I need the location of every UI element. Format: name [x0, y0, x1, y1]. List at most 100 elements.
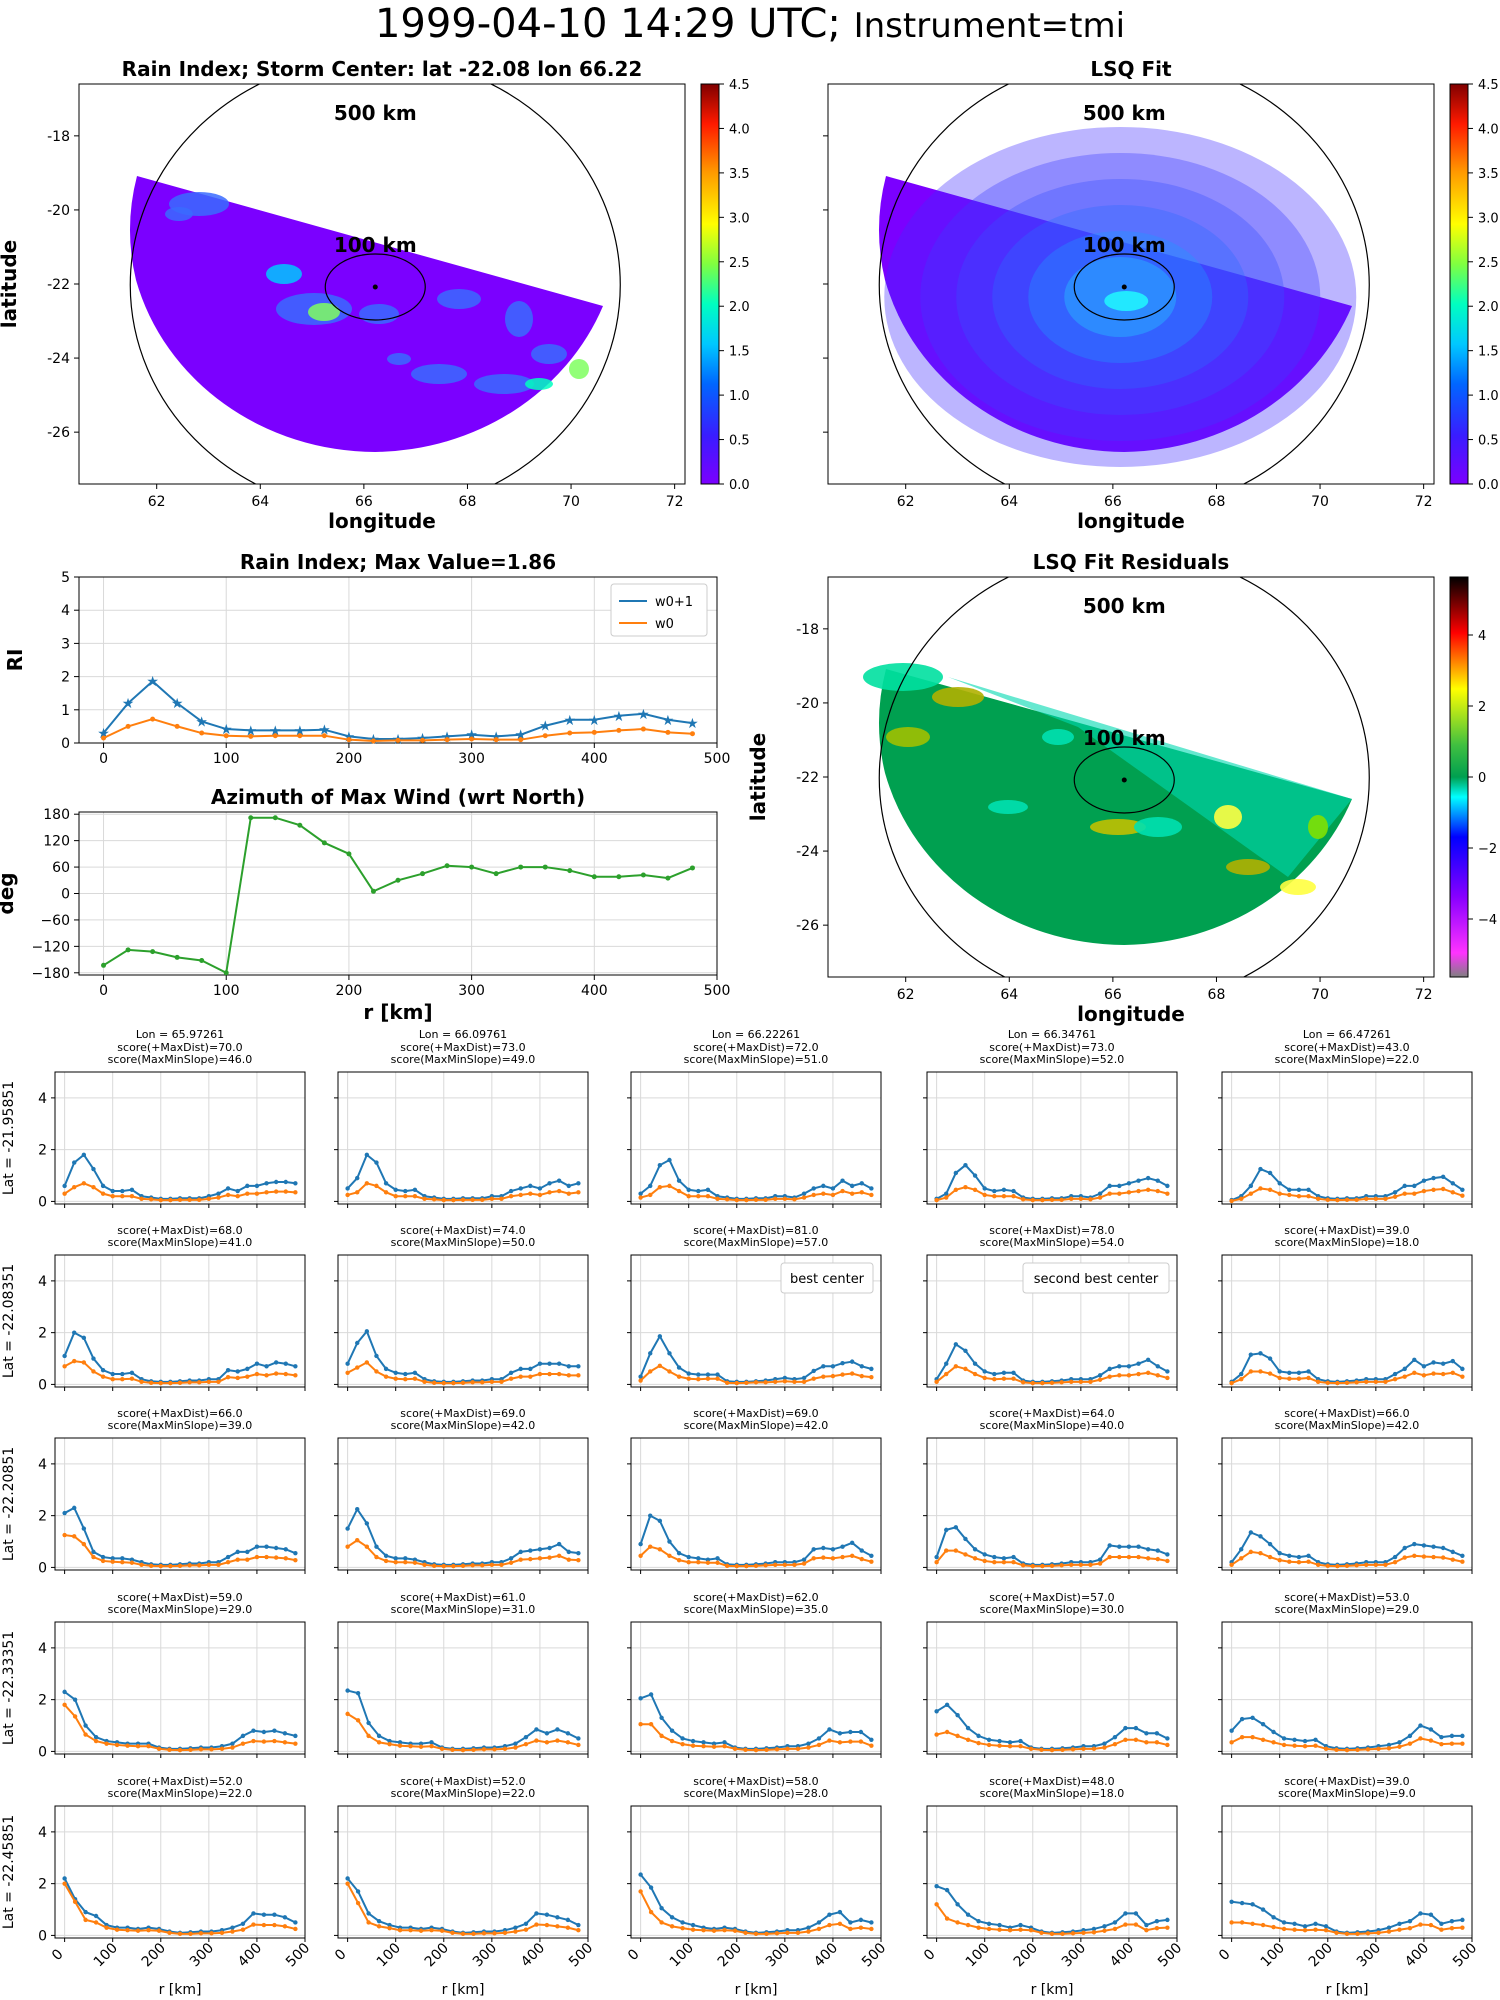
data-point	[537, 1556, 543, 1561]
data-point	[734, 1197, 739, 1203]
data-point	[1292, 1743, 1297, 1748]
data-point	[364, 1329, 370, 1334]
data-point	[1364, 1196, 1369, 1202]
map-plot-area	[878, 84, 1370, 484]
panel-frame	[1221, 1071, 1473, 1205]
data-point	[1011, 1188, 1016, 1194]
data-point	[1107, 1374, 1112, 1379]
data-point	[355, 1690, 361, 1696]
data-point	[1397, 1744, 1402, 1749]
data-point	[225, 1554, 231, 1560]
data-point	[508, 1376, 514, 1381]
data-point	[782, 1196, 788, 1202]
data-point	[1431, 1187, 1436, 1192]
data-point	[1049, 1563, 1055, 1569]
data-point	[849, 1191, 855, 1196]
score-maxminslope: score(MaxMinSlope)=35.0	[684, 1603, 829, 1616]
data-point	[223, 970, 229, 976]
data-point	[848, 1729, 853, 1735]
data-point	[840, 1372, 845, 1377]
data-point	[753, 1747, 759, 1753]
data-point	[460, 1931, 466, 1937]
data-point	[1011, 1194, 1016, 1199]
data-point	[955, 1920, 960, 1925]
data-point	[753, 1563, 759, 1569]
data-point	[1325, 1380, 1330, 1386]
data-point: ★	[97, 726, 110, 742]
data-point	[91, 1356, 96, 1361]
data-point	[534, 1738, 539, 1743]
x-tick-label: 300	[470, 1940, 500, 1970]
ring-500km-label: 500 km	[334, 101, 417, 125]
score-maxminslope: score(MaxMinSlope)=54.0	[980, 1236, 1125, 1249]
data-point	[976, 1918, 981, 1924]
data-point	[934, 1902, 939, 1907]
data-point	[1428, 1922, 1434, 1928]
data-point	[1126, 1181, 1132, 1186]
data-point	[125, 1928, 130, 1933]
data-point	[248, 815, 254, 821]
data-point	[1081, 1930, 1086, 1936]
data-point	[859, 1181, 864, 1186]
data-point: ★	[686, 716, 699, 732]
score-maxdist: score(+MaxDist)=59.0	[117, 1591, 242, 1604]
data-point	[197, 1197, 202, 1203]
data-point	[997, 1738, 1002, 1744]
y-tick-label: -22	[47, 277, 70, 293]
data-point: ★	[171, 696, 184, 712]
data-point	[534, 1911, 539, 1916]
data-point	[711, 1744, 717, 1749]
data-point	[858, 1739, 864, 1744]
data-point	[1145, 1370, 1151, 1375]
data-point	[774, 1747, 780, 1752]
residual-cell	[1308, 815, 1328, 839]
data-point	[567, 730, 573, 736]
data-point	[345, 1881, 350, 1886]
data-point	[1102, 1924, 1107, 1929]
storm-center-marker	[1121, 777, 1127, 783]
data-point	[1112, 1741, 1118, 1747]
data-point	[1334, 1930, 1339, 1936]
data-point	[1239, 1196, 1244, 1202]
y-tick-label: 5	[61, 570, 70, 586]
data-point	[345, 1192, 350, 1198]
data-point	[480, 1380, 485, 1385]
panel-frame	[630, 1437, 882, 1571]
data-point	[544, 1731, 550, 1736]
data-point	[576, 1557, 581, 1563]
score-maxminslope: score(MaxMinSlope)=39.0	[108, 1419, 253, 1432]
x-axis-label: r [km]	[1031, 1982, 1074, 1998]
data-point	[139, 1562, 144, 1568]
data-point	[1133, 1737, 1139, 1742]
data-point	[576, 1364, 581, 1369]
data-point	[801, 1561, 807, 1566]
ring-500km-label: 500 km	[1083, 101, 1166, 125]
x-tick-label: 400	[1402, 1940, 1432, 1970]
candidate-panel: score(+MaxDist)=62.0score(MaxMinSlope)=3…	[627, 1591, 882, 1758]
data-point	[1059, 1563, 1064, 1568]
data-point	[1248, 1549, 1254, 1555]
data-point	[638, 1378, 643, 1383]
data-point	[1440, 1545, 1446, 1551]
data-point	[934, 1560, 939, 1565]
data-point	[235, 1557, 240, 1562]
data-point	[513, 1741, 518, 1746]
data-point	[816, 1742, 822, 1748]
data-point	[1365, 1931, 1371, 1936]
data-point	[711, 1928, 717, 1933]
data-point	[72, 1184, 77, 1190]
data-point	[1315, 1196, 1321, 1202]
data-point	[1421, 1554, 1427, 1559]
data-point	[62, 1364, 67, 1369]
data-point	[648, 1692, 654, 1697]
data-point	[261, 1729, 267, 1735]
data-point	[965, 1737, 971, 1742]
data-point	[1460, 1733, 1465, 1739]
data-point	[1260, 1722, 1266, 1727]
data-point	[1313, 1743, 1318, 1748]
data-point	[1449, 1925, 1455, 1931]
score-maxminslope: score(MaxMinSlope)=29.0	[108, 1603, 253, 1616]
x-tick-label: 300	[763, 1940, 793, 1970]
data-point	[1165, 1369, 1170, 1374]
data-point	[422, 1196, 427, 1202]
